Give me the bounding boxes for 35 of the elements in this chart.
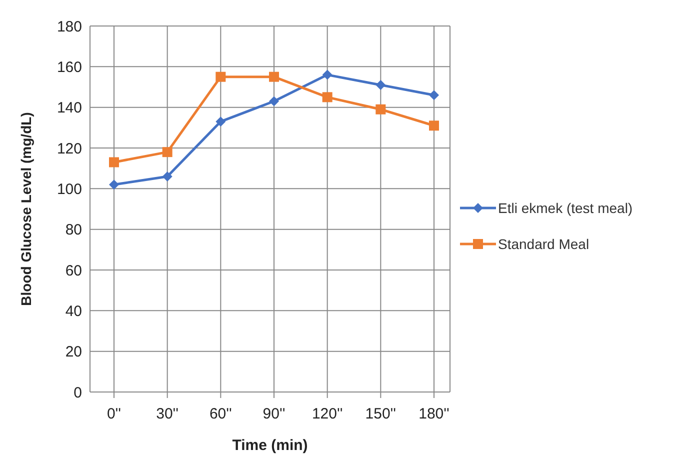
y-tick-label: 180 — [56, 18, 82, 36]
point — [429, 90, 439, 100]
x-tick-label: 60'' — [209, 406, 232, 423]
y-tick-label: 20 — [65, 344, 82, 361]
x-axis-title: Time (min) — [232, 437, 308, 454]
y-tick-label: 120 — [56, 140, 82, 158]
y-tick-label: 160 — [56, 58, 82, 76]
x-tick-label: 30'' — [156, 406, 179, 423]
y-tick-label: 0 — [74, 384, 82, 402]
point — [109, 157, 119, 168]
x-tick-label: 150'' — [365, 406, 396, 423]
y-tick-label: 140 — [56, 100, 82, 117]
point — [216, 116, 226, 127]
point — [322, 92, 332, 102]
x-tick-label: 90'' — [262, 406, 286, 423]
y-tick-label: 100 — [56, 180, 82, 198]
y-tick-label: 40 — [65, 302, 82, 320]
point — [322, 70, 332, 80]
point — [269, 96, 279, 106]
point — [376, 104, 386, 114]
point — [376, 80, 386, 90]
legend-label: Standard Meal — [498, 235, 590, 254]
point — [216, 72, 226, 82]
x-tick-label: 0'' — [106, 406, 122, 423]
legend-label: Etli ekmek (test meal) — [498, 199, 634, 218]
point — [162, 171, 172, 182]
x-tick-label: 180'' — [418, 406, 450, 423]
point — [109, 180, 119, 190]
point — [269, 72, 279, 82]
y-tick-label: 60 — [65, 262, 82, 280]
point — [162, 147, 172, 158]
y-axis-title: Blood Glucose Level (mg/dL) — [18, 112, 34, 306]
point — [429, 120, 439, 131]
y-tick-label: 80 — [65, 222, 82, 239]
x-tick-label: 120'' — [312, 406, 343, 423]
